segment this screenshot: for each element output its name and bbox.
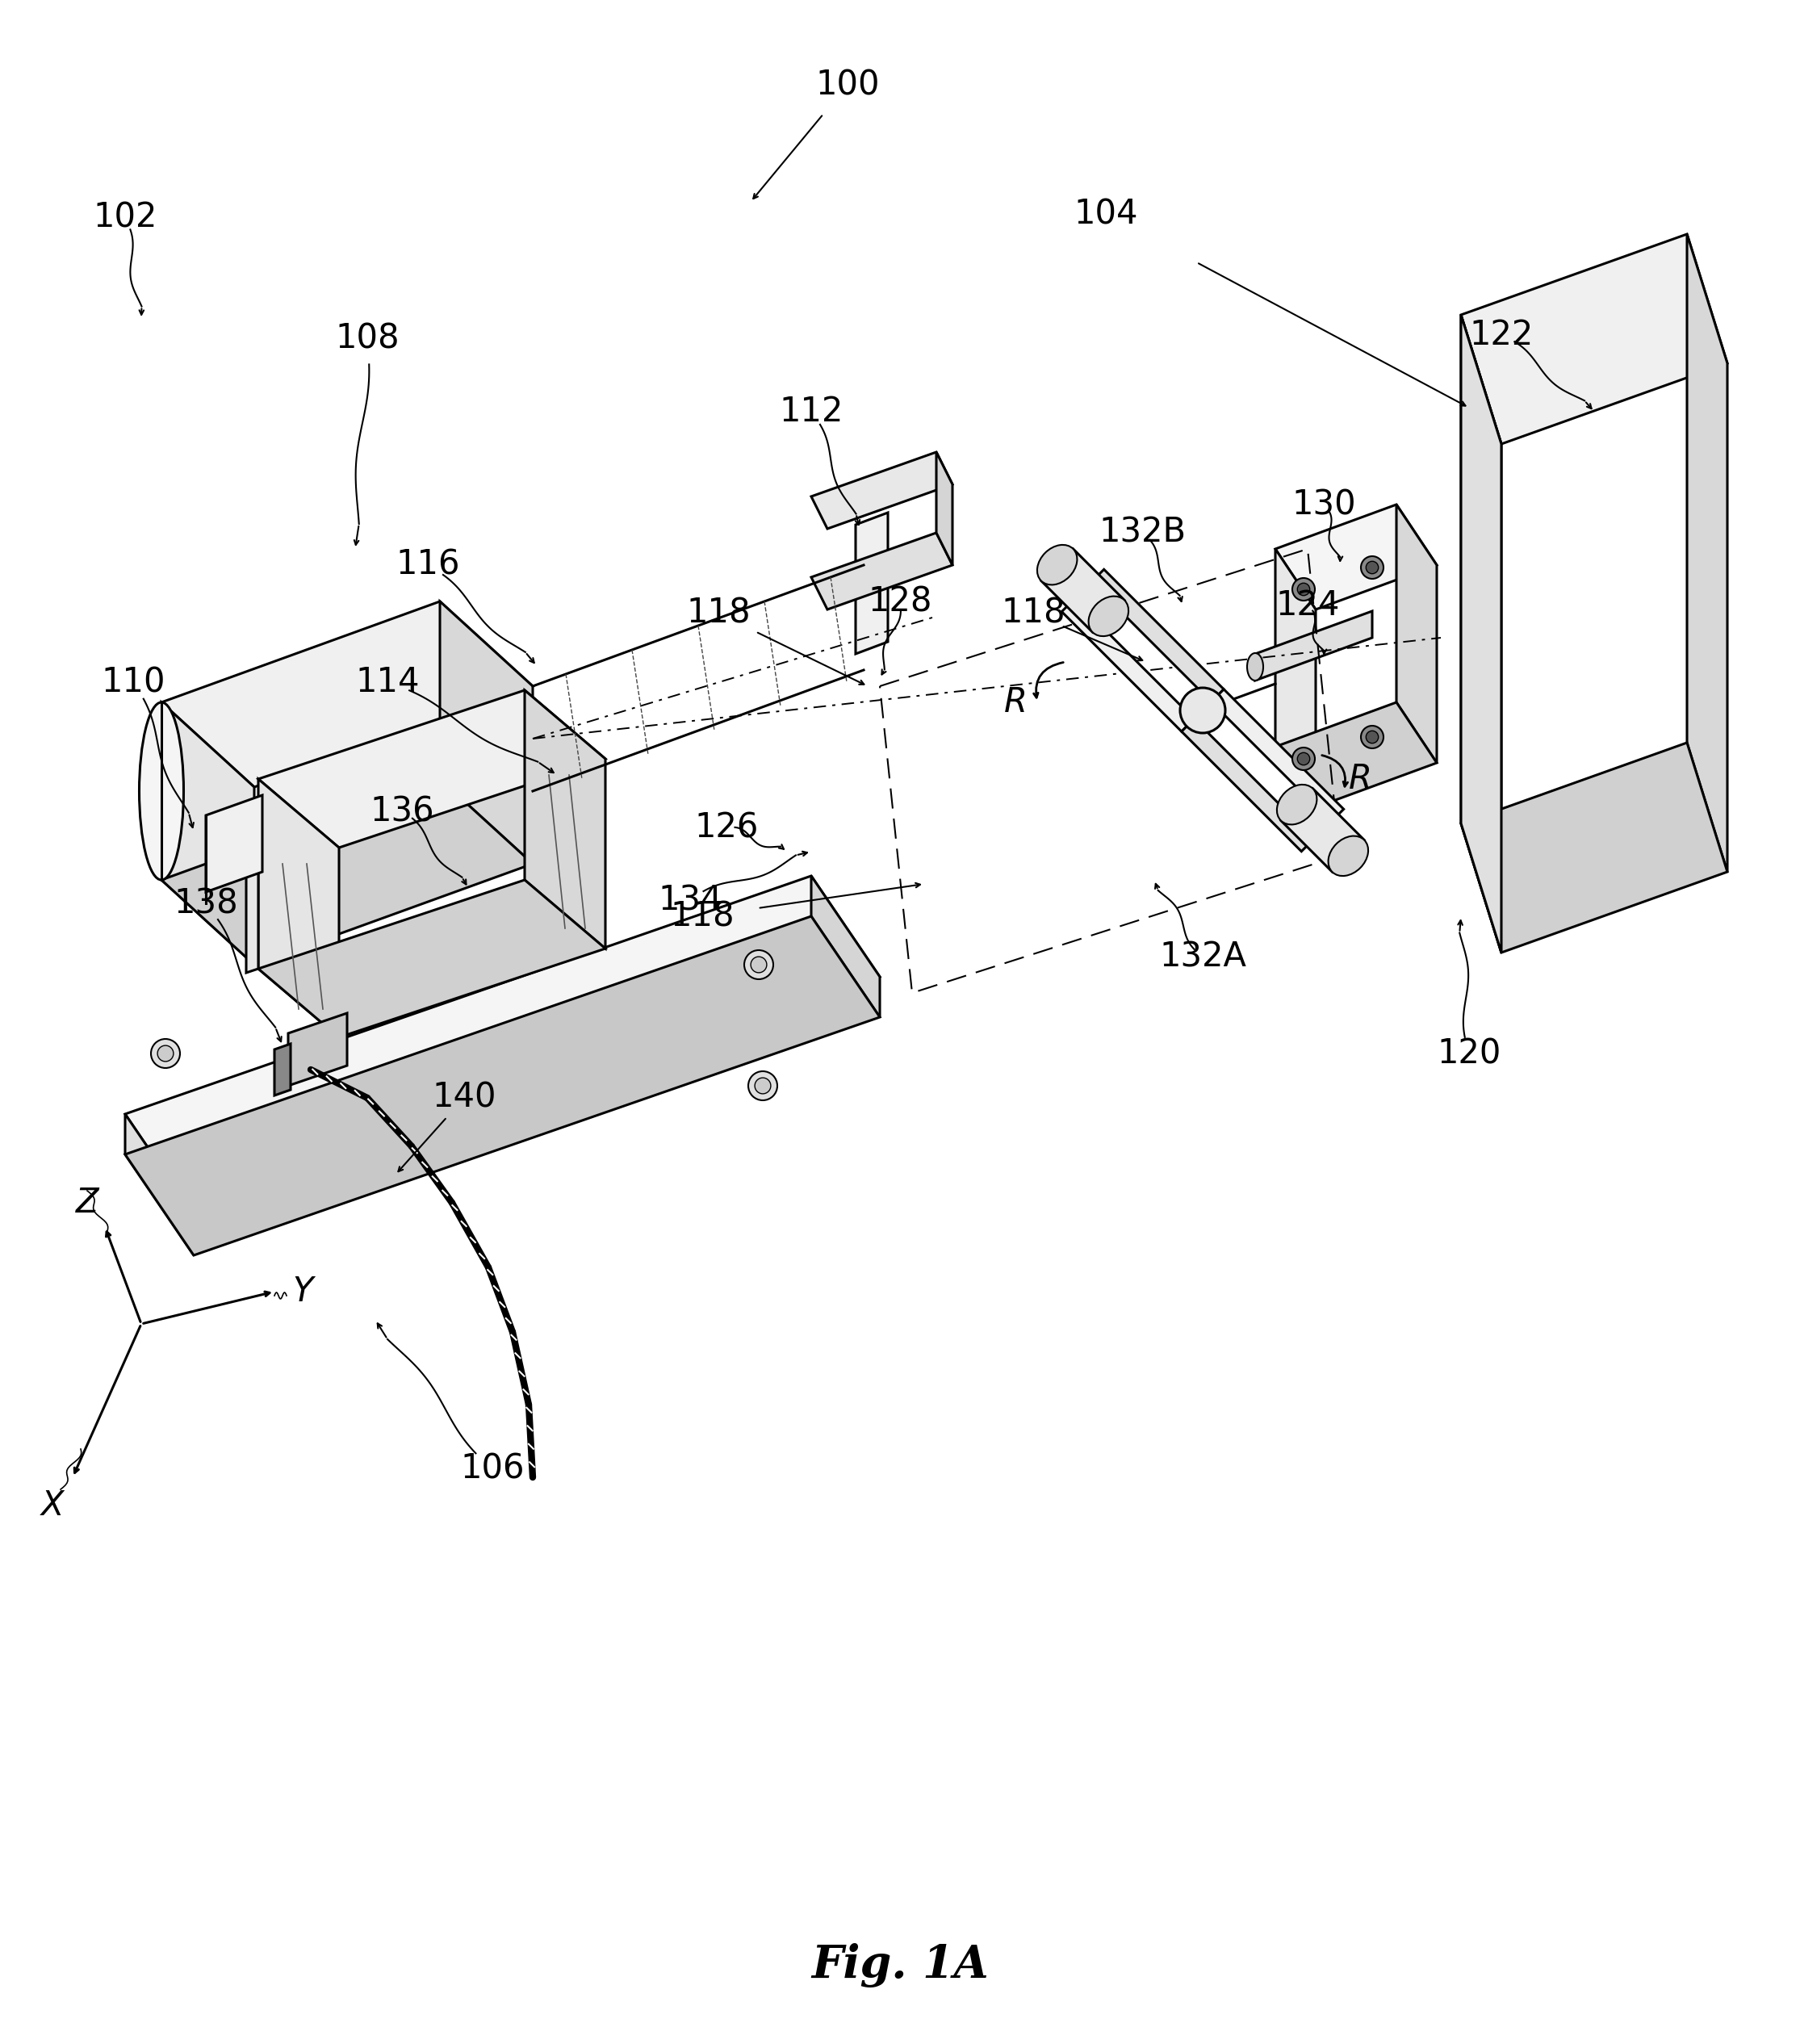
- Polygon shape: [205, 795, 263, 891]
- Polygon shape: [1062, 599, 1193, 732]
- Polygon shape: [1462, 315, 1501, 953]
- Ellipse shape: [1037, 546, 1076, 585]
- Text: 110: 110: [101, 664, 166, 699]
- Polygon shape: [1040, 550, 1125, 632]
- Polygon shape: [274, 1044, 290, 1096]
- Text: 118: 118: [670, 899, 734, 934]
- Polygon shape: [1462, 742, 1728, 953]
- Polygon shape: [855, 513, 887, 654]
- Circle shape: [1361, 556, 1384, 578]
- Text: X: X: [41, 1488, 65, 1523]
- Circle shape: [1298, 583, 1310, 595]
- Text: 140: 140: [432, 1081, 497, 1114]
- Text: 120: 120: [1436, 1036, 1501, 1071]
- Circle shape: [1292, 748, 1314, 771]
- Polygon shape: [126, 877, 880, 1214]
- Polygon shape: [812, 533, 952, 609]
- Text: 116: 116: [396, 548, 459, 583]
- Circle shape: [1361, 726, 1384, 748]
- Polygon shape: [1276, 550, 1316, 807]
- Circle shape: [751, 957, 767, 973]
- Text: 102: 102: [94, 200, 157, 235]
- Circle shape: [1366, 562, 1379, 574]
- Polygon shape: [439, 601, 533, 865]
- Polygon shape: [1211, 689, 1343, 822]
- Polygon shape: [1181, 719, 1314, 852]
- Text: Z: Z: [76, 1186, 99, 1220]
- Ellipse shape: [1328, 836, 1368, 877]
- Ellipse shape: [1089, 597, 1129, 636]
- Polygon shape: [812, 452, 952, 529]
- Polygon shape: [162, 601, 533, 787]
- Polygon shape: [1462, 315, 1501, 953]
- Circle shape: [1292, 578, 1314, 601]
- Text: 118: 118: [1001, 597, 1066, 630]
- Text: 104: 104: [1075, 196, 1138, 231]
- Text: 122: 122: [1469, 319, 1534, 352]
- Text: 106: 106: [461, 1453, 524, 1486]
- Polygon shape: [126, 916, 880, 1255]
- Text: 128: 128: [868, 585, 932, 619]
- Circle shape: [1181, 687, 1226, 734]
- Polygon shape: [257, 879, 605, 1038]
- Text: 124: 124: [1276, 589, 1339, 623]
- Polygon shape: [162, 779, 533, 965]
- Polygon shape: [126, 1114, 194, 1255]
- Ellipse shape: [1276, 785, 1318, 824]
- Polygon shape: [1091, 570, 1224, 701]
- Text: 126: 126: [695, 811, 758, 844]
- Polygon shape: [812, 877, 880, 1018]
- Polygon shape: [257, 779, 338, 1038]
- Polygon shape: [257, 691, 605, 848]
- Text: R: R: [1004, 685, 1028, 719]
- Text: 132B: 132B: [1098, 515, 1186, 550]
- Circle shape: [1298, 752, 1310, 764]
- Circle shape: [1366, 732, 1379, 744]
- Polygon shape: [1255, 611, 1372, 681]
- Text: Y: Y: [292, 1275, 313, 1308]
- Text: 108: 108: [335, 323, 400, 356]
- Text: 136: 136: [369, 795, 434, 828]
- Polygon shape: [936, 452, 952, 564]
- Text: 130: 130: [1292, 489, 1355, 521]
- Text: 132A: 132A: [1159, 940, 1246, 973]
- Text: 100: 100: [815, 67, 880, 102]
- Text: Fig. 1A: Fig. 1A: [812, 1944, 988, 1989]
- Ellipse shape: [139, 703, 184, 879]
- Text: R: R: [1348, 762, 1372, 795]
- Polygon shape: [162, 703, 254, 965]
- Polygon shape: [1687, 235, 1728, 873]
- Text: 114: 114: [355, 664, 419, 699]
- Polygon shape: [288, 1014, 347, 1085]
- Polygon shape: [247, 844, 257, 973]
- Circle shape: [743, 950, 774, 979]
- Text: 134: 134: [659, 883, 722, 918]
- Polygon shape: [1282, 789, 1364, 873]
- Circle shape: [151, 1038, 180, 1069]
- Text: 112: 112: [779, 394, 842, 429]
- Ellipse shape: [1247, 654, 1264, 681]
- Circle shape: [754, 1077, 770, 1094]
- Polygon shape: [1276, 505, 1436, 609]
- Text: 138: 138: [173, 887, 238, 922]
- Circle shape: [749, 1071, 778, 1100]
- Polygon shape: [1462, 235, 1728, 444]
- Text: 118: 118: [686, 597, 751, 630]
- Circle shape: [157, 1044, 173, 1061]
- Polygon shape: [1397, 505, 1436, 762]
- Polygon shape: [1276, 703, 1436, 807]
- Polygon shape: [524, 691, 605, 948]
